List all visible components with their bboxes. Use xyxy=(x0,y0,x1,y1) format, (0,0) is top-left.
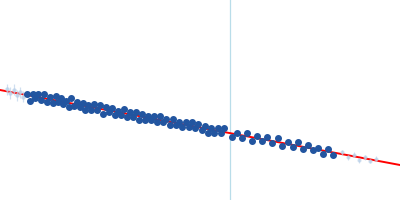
Point xyxy=(259,139,266,142)
Point xyxy=(85,103,91,106)
Point xyxy=(100,113,106,116)
Point xyxy=(182,121,189,124)
Point xyxy=(82,108,88,112)
Point xyxy=(244,132,250,135)
Point xyxy=(63,99,69,102)
Point xyxy=(239,136,245,139)
Point xyxy=(24,92,30,96)
Point xyxy=(290,145,296,148)
Point xyxy=(284,141,291,144)
Point xyxy=(68,97,74,100)
Point xyxy=(170,118,176,121)
Point xyxy=(77,105,83,108)
Point xyxy=(173,124,179,127)
Point xyxy=(130,115,136,118)
Point xyxy=(30,92,36,95)
Point xyxy=(192,127,198,130)
Point xyxy=(221,126,227,130)
Point xyxy=(202,125,208,128)
Point xyxy=(127,111,133,114)
Point xyxy=(35,92,41,95)
Point xyxy=(136,118,142,122)
Point xyxy=(305,143,311,146)
Point xyxy=(124,115,130,118)
Point xyxy=(330,153,336,156)
Point xyxy=(274,136,281,140)
Point xyxy=(294,141,301,144)
Point xyxy=(154,120,160,123)
Point xyxy=(264,136,270,139)
Point xyxy=(160,121,166,124)
Point xyxy=(94,108,100,111)
Point xyxy=(320,153,326,156)
Point xyxy=(163,118,170,121)
Point xyxy=(269,142,276,145)
Point xyxy=(157,114,164,118)
Point xyxy=(310,149,316,152)
Point xyxy=(38,98,44,101)
Point xyxy=(91,102,97,105)
Point xyxy=(205,131,211,134)
Point xyxy=(325,147,331,150)
Point xyxy=(80,101,86,104)
Point xyxy=(145,115,151,118)
Point xyxy=(115,109,121,112)
Point xyxy=(198,129,205,132)
Point xyxy=(97,104,103,107)
Point xyxy=(186,126,192,129)
Point xyxy=(133,110,139,113)
Point xyxy=(254,135,260,138)
Point xyxy=(229,135,235,138)
Point xyxy=(71,104,77,107)
Point xyxy=(166,124,173,127)
Point xyxy=(148,119,154,122)
Point xyxy=(66,105,72,108)
Point xyxy=(195,123,202,126)
Point xyxy=(109,106,115,110)
Point xyxy=(300,148,306,151)
Point xyxy=(58,97,64,100)
Point xyxy=(32,97,38,100)
Point xyxy=(41,92,47,95)
Point xyxy=(142,119,148,122)
Point xyxy=(60,103,66,106)
Point xyxy=(112,114,118,117)
Point xyxy=(74,100,80,104)
Point xyxy=(27,99,33,102)
Point xyxy=(315,146,321,149)
Point xyxy=(279,144,286,148)
Point xyxy=(214,127,221,130)
Point xyxy=(106,111,112,114)
Point xyxy=(211,132,218,135)
Point xyxy=(208,126,214,130)
Point xyxy=(103,106,109,109)
Point xyxy=(46,96,53,99)
Point xyxy=(118,113,124,117)
Point xyxy=(249,139,255,142)
Point xyxy=(121,108,127,111)
Point xyxy=(44,101,50,104)
Point xyxy=(55,100,61,103)
Point xyxy=(50,101,56,104)
Point xyxy=(139,113,146,116)
Point xyxy=(218,132,224,135)
Point xyxy=(52,95,59,98)
Point xyxy=(179,126,186,129)
Point xyxy=(176,120,182,124)
Point xyxy=(189,121,195,124)
Point xyxy=(88,108,94,112)
Point xyxy=(234,131,240,134)
Point xyxy=(151,114,158,118)
